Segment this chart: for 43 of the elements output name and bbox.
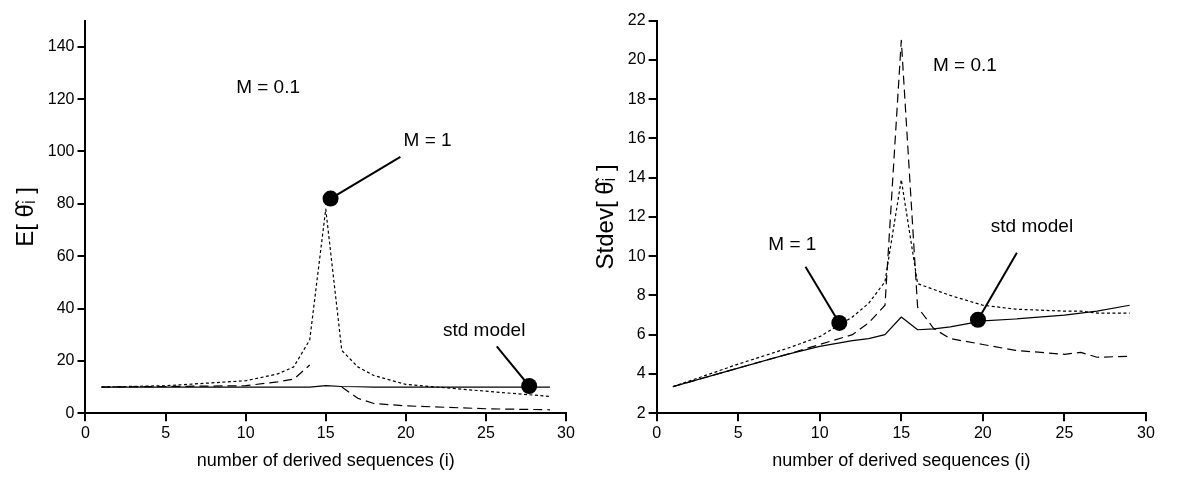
x-axis-title: number of derived sequences (i) [772,450,1031,471]
annotation: M = 0.1 [932,53,997,75]
y-tick-label: 22 [627,11,646,29]
annotation: std model [990,215,1074,236]
y-tick-label: 100 [47,141,75,159]
y-tick-label: 20 [627,50,646,68]
y-axis-title: E[ θ̂ᵢ ] [11,186,39,247]
y-tick-label: 8 [636,285,646,303]
x-tick-label: 5 [161,424,171,442]
annotation: M = 1 [768,233,817,255]
y-tick-label: 2 [636,403,646,421]
y-axis-title: Stdev[ θ̂ᵢ ] [591,164,619,270]
x-tick-label: 10 [236,424,255,442]
x-tick-label: 5 [733,424,743,442]
y-tick-label: 12 [627,207,646,225]
x-tick-label: 25 [1055,424,1074,442]
x-tick-label: 0 [652,424,662,442]
x-tick-label: 15 [316,424,335,442]
x-tick-label: 0 [81,424,91,442]
x-tick-label: 25 [477,424,495,442]
x-tick-label: 30 [557,424,575,442]
y-tick-label: 6 [636,325,646,343]
y-tick-label: 4 [636,364,646,382]
annotation: M = 1 [403,128,452,150]
y-tick-label: 16 [627,128,646,146]
x-tick-label: 30 [1137,424,1155,442]
y-tick-label: 18 [627,89,646,107]
y-tick-label: 120 [47,89,75,107]
y-tick-label: 14 [627,168,646,186]
annotation: std model [442,319,526,341]
x-axis-title: number of derived sequences (i) [196,450,455,471]
x-tick-label: 10 [810,424,829,442]
y-tick-label: 0 [65,403,75,421]
x-tick-label: 15 [892,424,911,442]
annotation: M = 0.1 [236,75,301,97]
x-tick-label: 20 [396,424,415,442]
x-tick-label: 20 [973,424,992,442]
y-tick-label: 80 [56,194,75,212]
y-tick-label: 60 [56,246,75,264]
y-tick-label: 40 [56,298,75,316]
y-tick-label: 20 [56,351,75,369]
y-tick-label: 140 [47,37,75,55]
y-tick-label: 10 [627,246,646,264]
